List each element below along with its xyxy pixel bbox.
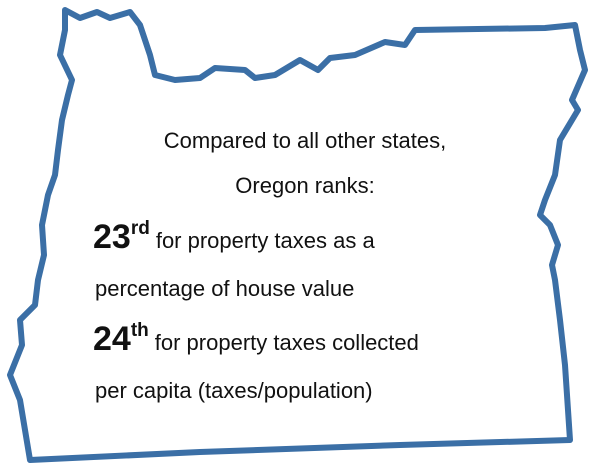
rank-heading: 23rd for property taxes as a [93,218,375,256]
rank-text: for property taxes as a [156,228,376,253]
intro-line: Compared to all other states, [164,128,446,153]
rank-text: for property taxes collected [155,330,419,355]
rank-number: 23 [93,218,131,256]
rank-number: 24 [93,320,131,358]
rank-heading: 24th for property taxes collected [93,320,419,358]
oregon-outline [7,7,588,463]
intro-line: Oregon ranks: [235,173,374,198]
rank-suffix: th [131,320,149,341]
rank-text: per capita (taxes/population) [95,378,373,403]
rank-suffix: rd [131,218,150,239]
rank-text: percentage of house value [95,276,354,301]
